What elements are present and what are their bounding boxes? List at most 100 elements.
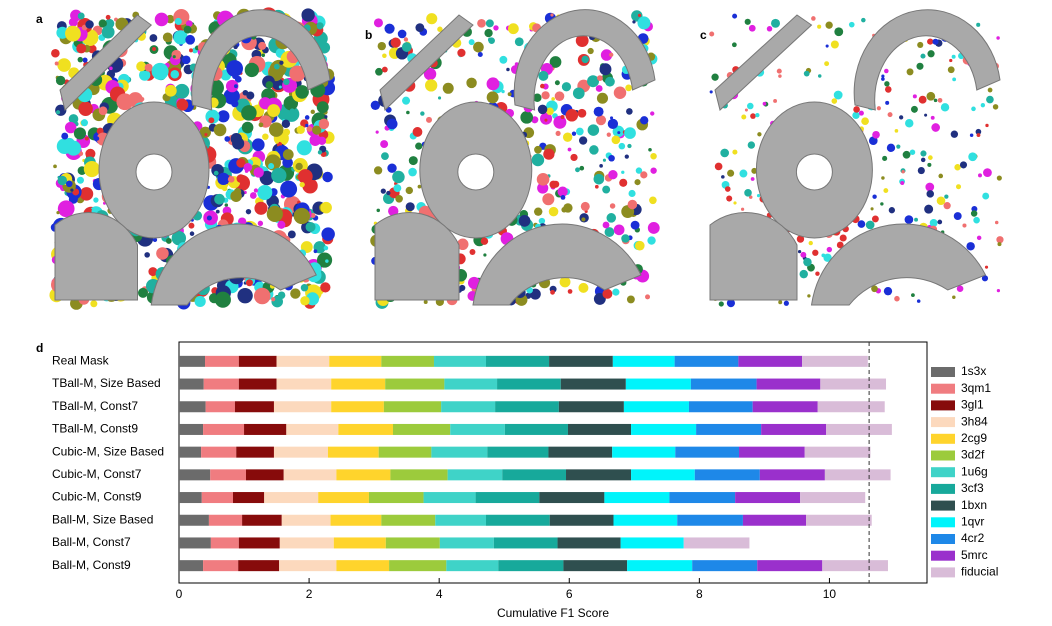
bar-segment [368,492,424,504]
particle [244,62,260,78]
particle [560,115,565,120]
particle [604,76,615,87]
particle [900,181,905,185]
particle [976,235,982,241]
particle [323,245,329,251]
particle [65,25,81,42]
particle [726,299,735,308]
particle [87,44,97,54]
particle [756,194,761,198]
particle [640,171,648,179]
membrane [150,223,317,306]
particle [924,204,934,214]
particle [561,206,567,213]
particle [80,119,89,127]
particle [105,14,111,20]
bar-segment [327,446,379,458]
bar-segment [338,423,393,435]
particle [733,201,737,205]
particle [732,13,738,19]
particle [884,81,890,87]
bar-segment [441,401,496,413]
particle [800,251,807,258]
particle [426,116,433,123]
particle [437,96,442,100]
bar-segment [389,560,447,572]
particle [241,105,257,121]
bar-segment [475,492,540,504]
bar-segment [612,355,675,367]
particle [183,25,192,34]
particle [600,49,613,61]
y-tick-label: Real Mask [52,354,110,368]
bar-segment [179,537,211,549]
particle [905,119,914,128]
particle [402,96,411,105]
particle [971,205,978,212]
particle [597,75,603,82]
particle [258,122,264,128]
particle [405,202,415,212]
particle [377,41,386,51]
particle [295,85,309,99]
particle [499,55,508,64]
bar-segment [179,469,211,481]
particle [55,110,61,115]
bar-segment [497,378,561,390]
particle [320,282,331,293]
particle [613,86,627,100]
particle [230,133,242,145]
bar-segment [738,355,803,367]
particle [987,87,993,93]
legend-label: 1bxn [961,498,987,512]
particle [312,125,322,135]
membrane [191,9,331,111]
y-tick-label: TBall-M, Size Based [52,376,161,390]
particle [994,220,999,225]
bar-segment [208,514,243,526]
particle [587,124,600,136]
particle [137,287,149,298]
particle [552,180,560,188]
particle [778,300,783,305]
particle [626,108,633,115]
legend-label: 1u6g [961,464,988,478]
bar-segment [232,492,265,504]
particle [174,83,190,99]
particle [992,104,999,110]
particle [929,219,938,227]
particle [803,257,812,267]
bar-segment [179,355,206,367]
bar-segment [498,560,564,572]
bar-segment [329,355,382,367]
particle [208,117,215,124]
particle [858,110,864,116]
particle [956,285,964,292]
particle [480,237,489,245]
particle [253,287,271,305]
particle [324,115,328,119]
particle [561,82,572,92]
particle [599,63,612,76]
particle [731,42,737,48]
particle [607,118,619,130]
particle [309,134,321,146]
particle [726,195,733,202]
particle [457,238,469,251]
particle [85,20,94,29]
particle [823,253,832,262]
particle [894,129,899,133]
particle [617,131,621,135]
particle [906,68,914,76]
particle [833,90,843,100]
particle [609,52,614,57]
particle [94,136,100,141]
particle [541,91,550,100]
bar-segment [444,378,498,390]
particle [996,175,1002,181]
particle [750,177,755,181]
particle [251,138,265,152]
particle [975,128,982,135]
particle [185,34,196,45]
x-tick-label: 2 [306,587,313,601]
